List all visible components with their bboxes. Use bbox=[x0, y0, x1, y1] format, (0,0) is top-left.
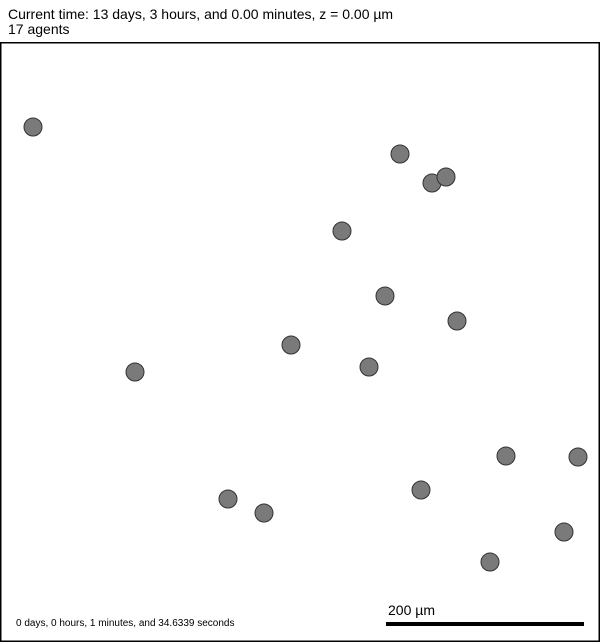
current-time-label: Current time: 13 days, 3 hours, and 0.00… bbox=[8, 6, 394, 22]
scale-bar bbox=[386, 622, 584, 626]
agent-count-label: 17 agents bbox=[8, 21, 70, 37]
elapsed-time-label: 0 days, 0 hours, 1 minutes, and 34.6339 … bbox=[16, 618, 235, 629]
agent-cell bbox=[447, 311, 467, 331]
agent-cell bbox=[375, 286, 395, 306]
agent-cell bbox=[359, 357, 379, 377]
agent-cell bbox=[436, 167, 456, 187]
simulation-canvas bbox=[0, 42, 600, 642]
agent-cell bbox=[254, 503, 274, 523]
agent-cell bbox=[390, 144, 410, 164]
agent-cell bbox=[480, 552, 500, 572]
agent-cell bbox=[23, 117, 43, 137]
scale-bar-label: 200 µm bbox=[388, 602, 435, 618]
agent-cell bbox=[332, 221, 352, 241]
agent-cell bbox=[568, 447, 588, 467]
simulation-viewport: 200 µm 0 days, 0 hours, 1 minutes, and 3… bbox=[0, 42, 600, 642]
agent-cell bbox=[218, 489, 238, 509]
agents-layer bbox=[23, 117, 588, 572]
agent-cell bbox=[281, 335, 301, 355]
agent-cell bbox=[411, 480, 431, 500]
agent-cell bbox=[496, 446, 516, 466]
agent-cell bbox=[125, 362, 145, 382]
agent-cell bbox=[554, 522, 574, 542]
